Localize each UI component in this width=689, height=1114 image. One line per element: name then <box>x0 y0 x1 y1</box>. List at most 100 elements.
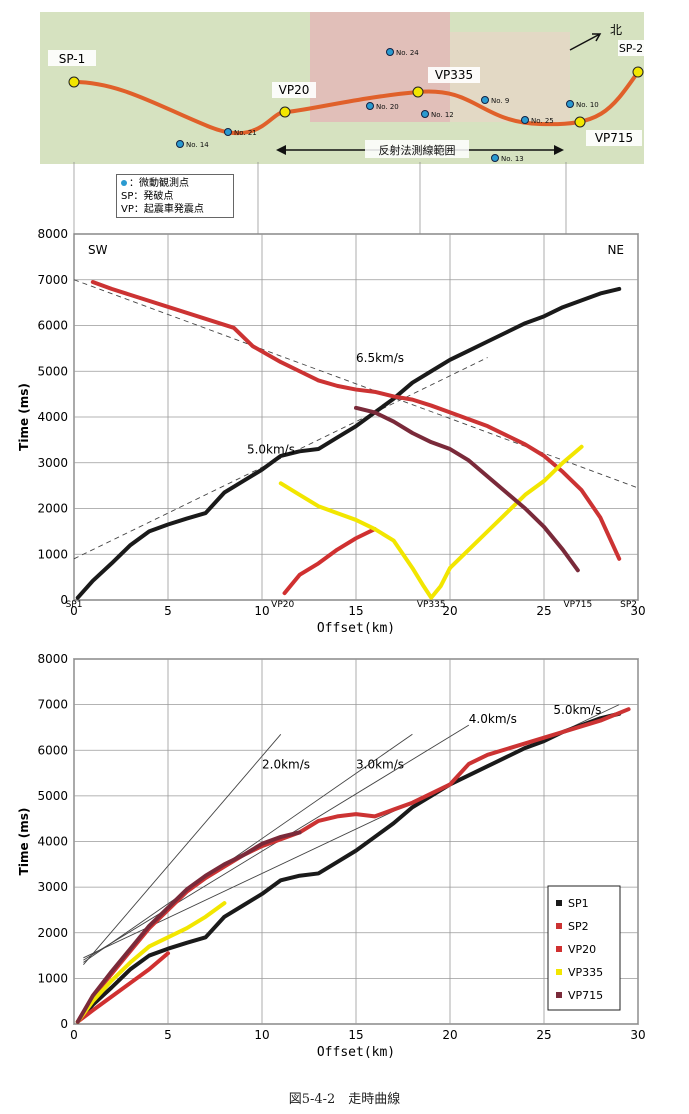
obs-point-icon <box>481 96 489 104</box>
x-tick-label: 5 <box>164 1028 172 1042</box>
velocity-label: 4.0km/s <box>469 712 517 726</box>
obs-point-label: No. 14 <box>186 141 209 149</box>
legend-microtremor: ：微動観測点 <box>121 177 229 190</box>
velocity-reference-line <box>73 279 639 489</box>
x-tick-label: 25 <box>536 1028 551 1042</box>
chart-2: 0 5 10 15 20 25 30 0 1000 2000 3000 4000 5000 6000 700… <box>17 652 646 1060</box>
obs-point-icon <box>121 180 127 186</box>
series-sp2-line <box>75 707 631 1024</box>
legend-vibro: VP：起震車発震点 <box>121 204 204 215</box>
legend-entry: VP20 <box>568 943 596 956</box>
velocity-reference-line <box>83 733 413 963</box>
obs-point-label: No. 13 <box>501 155 524 163</box>
series-sp2-line <box>90 280 622 561</box>
x-tick-label: 15 <box>348 604 363 618</box>
corner-label-ne: NE <box>607 243 624 257</box>
x-tick-label: 5 <box>164 604 172 618</box>
station-vp20 <box>279 106 291 118</box>
y-tick-label: 3000 <box>37 880 68 894</box>
legend-entry: SP1 <box>568 897 589 910</box>
label-sp2: SP-2 <box>619 42 643 55</box>
series-vp715-line <box>354 405 580 573</box>
route-map: 反射法測線範囲 SP-1 VP20 VP335 VP715 SP-2 北 No.… <box>40 12 644 164</box>
x-tick-label: 10 <box>254 604 269 618</box>
obs-point-label: No. 25 <box>531 117 554 125</box>
y-tick-label: 8000 <box>37 652 68 666</box>
series-sp1-line <box>75 711 622 1024</box>
source-label: VP715 <box>563 600 592 610</box>
label-vp20: VP20 <box>279 83 310 97</box>
y-tick-label: 7000 <box>37 698 68 712</box>
series-sp1-line <box>75 286 622 600</box>
y-tick-label: 2000 <box>37 502 68 516</box>
station-vp715 <box>574 116 586 128</box>
y-tick-label: 1000 <box>37 547 68 561</box>
obs-point-icon <box>366 102 374 110</box>
legend-marker <box>556 900 562 906</box>
series-vp20-line <box>75 951 170 1024</box>
y-tick-label: 2000 <box>37 926 68 940</box>
obs-point-icon <box>566 100 574 108</box>
velocity-reference-line <box>83 724 470 961</box>
legend-marker <box>556 992 562 998</box>
y-tick-label: 0 <box>60 1017 68 1031</box>
y-tick-label: 8000 <box>37 227 68 241</box>
y-axis-label: Time (ms) <box>17 383 31 451</box>
y-tick-label: 1000 <box>37 971 68 985</box>
north-label: 北 <box>610 23 622 37</box>
source-label: VP20 <box>271 600 294 610</box>
y-tick-label: 6000 <box>37 743 68 757</box>
range-arrow-left <box>276 145 286 155</box>
y-tick-label: 0 <box>60 593 68 607</box>
obs-point-icon <box>224 128 232 136</box>
obs-point-icon <box>421 110 429 118</box>
series-vp20-line <box>282 527 377 596</box>
legend-entry: VP335 <box>568 966 603 979</box>
label-vp335: VP335 <box>435 68 473 82</box>
legend-marker <box>556 946 562 952</box>
legend-marker <box>556 923 562 929</box>
obs-point-icon <box>521 116 529 124</box>
x-tick-label: 20 <box>442 604 457 618</box>
x-tick-label: 0 <box>70 604 78 618</box>
x-tick-label: 15 <box>348 1028 363 1042</box>
obs-point-label: No. 21 <box>234 129 257 137</box>
velocity-label: 5.0km/s <box>553 703 601 717</box>
source-label: SP2 <box>620 600 637 610</box>
x-axis-label: Offset(km) <box>317 1045 395 1060</box>
label-sp1: SP-1 <box>59 52 86 66</box>
y-tick-label: 6000 <box>37 319 68 333</box>
obs-point-label: No. 10 <box>576 101 599 109</box>
x-tick-label: 30 <box>630 1028 645 1042</box>
obs-point-label: No. 24 <box>396 49 419 57</box>
map-legend: ：微動観測点 SP：発破点 VP：起震車発震点 <box>116 174 234 218</box>
velocity-label: 2.0km/s <box>262 758 310 772</box>
obs-point-icon <box>491 154 499 162</box>
velocity-reference-line <box>83 733 282 965</box>
x-tick-label: 25 <box>536 604 551 618</box>
legend-entry: VP715 <box>568 989 603 1002</box>
label-vp715: VP715 <box>595 131 633 145</box>
series-vp335-line <box>75 901 227 1024</box>
x-tick-label: 30 <box>630 604 645 618</box>
obs-point-label: No. 9 <box>491 97 509 105</box>
x-tick-label: 10 <box>254 1028 269 1042</box>
series-vp335-line <box>278 444 584 600</box>
plot-area <box>73 658 639 1025</box>
y-tick-label: 4000 <box>37 835 68 849</box>
station-vp335 <box>412 86 424 98</box>
legend-box <box>547 885 621 1011</box>
x-tick-label: 0 <box>70 1028 78 1042</box>
series-vp715-line <box>75 830 302 1024</box>
north-arrow-icon <box>569 33 602 51</box>
obs-point-label: No. 20 <box>376 103 399 111</box>
chart-1: 0 5 10 15 20 25 30 0 1000 2000 3000 4000 5000 6000 700… <box>17 227 646 636</box>
obs-point-icon <box>386 48 394 56</box>
legend-shot: SP：発破点 <box>121 191 174 202</box>
figure-caption: 図5-4-2 走時曲線 <box>288 1092 401 1107</box>
y-axis-label: Time (ms) <box>17 808 31 876</box>
obs-point-label: No. 12 <box>431 111 454 119</box>
x-tick-label: 20 <box>442 1028 457 1042</box>
x-axis-label: Offset(km) <box>317 621 395 636</box>
